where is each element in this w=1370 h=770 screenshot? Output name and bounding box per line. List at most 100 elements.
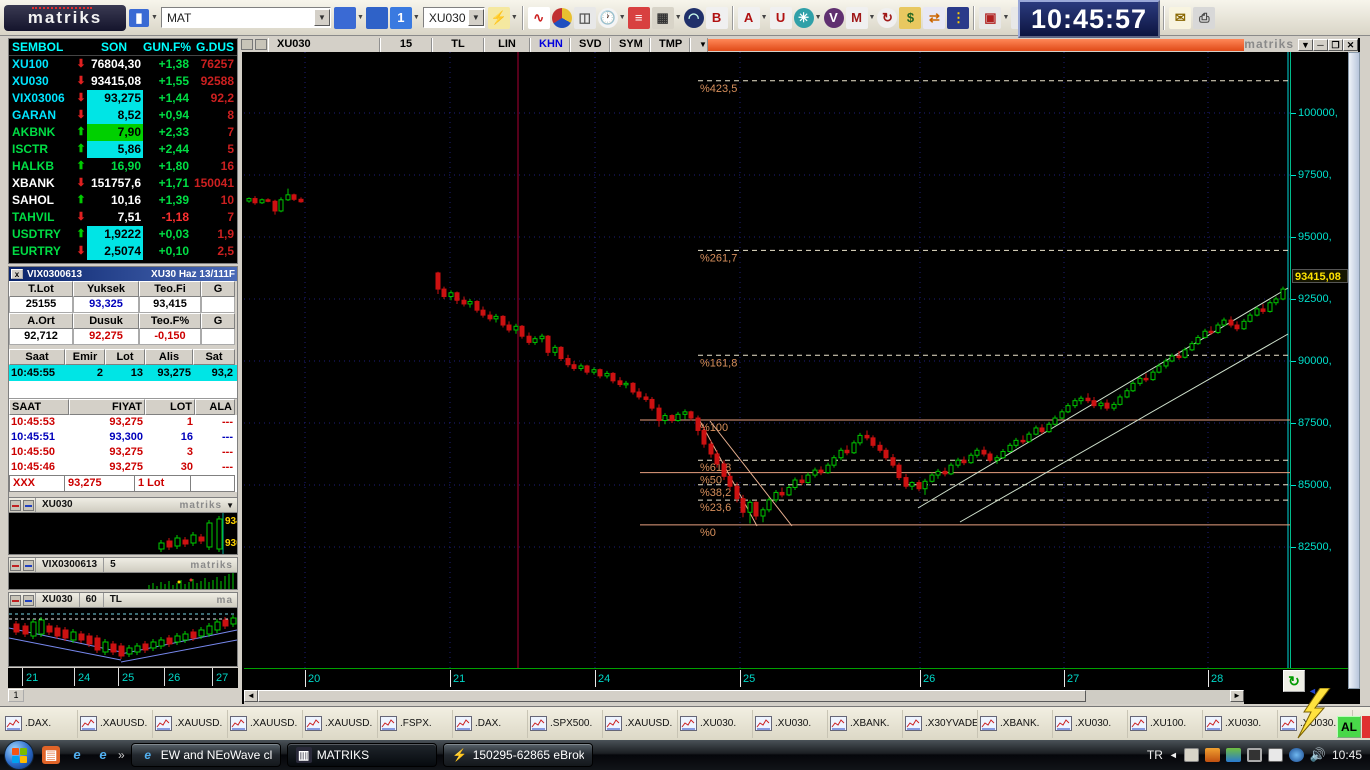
chart-shortcut[interactable]: .XAUUSD. <box>78 709 153 738</box>
chart-shortcut[interactable]: .XU030. <box>678 709 753 738</box>
globe-icon[interactable]: ✳ <box>793 7 814 28</box>
horizontal-scrollbar[interactable]: ◄ ► <box>244 690 1244 704</box>
close-icon[interactable]: x <box>11 269 23 279</box>
chart-style-icon[interactable] <box>255 39 267 50</box>
taskbar-button[interactable]: ▥ MATRIKS <box>286 743 437 767</box>
bold-b-icon[interactable]: B <box>705 6 728 29</box>
chart-shortcut[interactable]: .DAX. <box>453 709 528 738</box>
symbol-dropdown-icon[interactable]: ▼ <box>467 9 484 26</box>
quote-row[interactable]: GARAN ⬇ 8,52 +0,94 8 <box>9 107 237 124</box>
sell-button-sliver[interactable] <box>1362 716 1370 738</box>
chart-shortcut[interactable]: .XAUUSD. <box>603 709 678 738</box>
quicklaunch-app-icon[interactable]: ▤ <box>42 746 60 764</box>
chart-mode-khn[interactable]: KHN <box>530 38 570 52</box>
chart-settings-icon[interactable] <box>23 559 34 571</box>
vertical-scrollbar[interactable] <box>1348 52 1360 689</box>
column-header[interactable]: Alis <box>145 349 193 365</box>
chart-symbol[interactable]: XU030 <box>268 38 380 52</box>
print-icon[interactable]: ⎙ <box>1193 6 1216 29</box>
save-icon[interactable] <box>333 6 356 29</box>
chart-shortcut[interactable]: .XAUUSD. <box>303 709 378 738</box>
book-row[interactable]: 10:45:55 2 13 93,275 93,2 <box>9 365 237 381</box>
page-one-icon[interactable]: 1 <box>389 6 412 29</box>
minimize-button[interactable]: ─ <box>1313 39 1328 51</box>
java-tray-icon[interactable] <box>1204 748 1220 762</box>
save-dropdown-icon[interactable]: ▼ <box>151 14 158 21</box>
column-header[interactable]: ALA <box>195 399 235 415</box>
column-header[interactable]: Lot <box>105 349 145 365</box>
window-dropdown-icon[interactable]: ▼ <box>1298 39 1313 51</box>
lightning-overlay-icon[interactable] <box>1294 688 1334 740</box>
column-header[interactable]: SON <box>100 40 127 54</box>
find-window-icon[interactable]: ◫ <box>573 6 596 29</box>
tray-app-icon[interactable] <box>1183 748 1199 762</box>
clock-icon-dropdown[interactable]: ▼ <box>618 14 626 21</box>
quote-row[interactable]: HALKB ⬆ 16,90 +1,80 16 <box>9 158 237 175</box>
chart-shortcut[interactable]: .XU030. <box>1203 709 1278 738</box>
network-tray-icon[interactable] <box>1288 748 1304 762</box>
tray-clock[interactable]: 10:45 <box>1331 748 1362 762</box>
ie-icon[interactable]: e <box>73 747 81 762</box>
underline-u-icon[interactable]: U <box>769 6 792 29</box>
scrollbar-thumb[interactable] <box>258 690 1086 702</box>
chart-shortcut[interactable]: .XAUUSD. <box>228 709 303 738</box>
scroll-left-icon[interactable]: ◄ <box>244 690 258 702</box>
display-tray-icon[interactable] <box>1246 748 1262 762</box>
page-icon[interactable] <box>365 6 388 29</box>
symbol-select[interactable]: XU030 ▼ <box>422 7 485 28</box>
restore-button[interactable]: ❐ <box>1328 39 1343 51</box>
column-header[interactable]: Saat <box>9 349 65 365</box>
tray-expand-icon[interactable]: ◄ <box>1168 750 1178 760</box>
candlestick-chart[interactable]: %423,5%261,7%161,8%100%61,8%50%38,2%23,6… <box>244 52 1290 668</box>
volume-tray-icon[interactable]: 🔊 <box>1309 747 1326 762</box>
clock-icon[interactable]: 🕐 <box>597 7 618 28</box>
depth-books-icon[interactable]: ≡ <box>627 6 650 29</box>
page-one-icon-dropdown[interactable]: ▼ <box>412 14 420 21</box>
matriks-m-icon[interactable]: M <box>845 6 868 29</box>
calculator-icon[interactable]: ▦ <box>651 6 674 29</box>
page-button[interactable]: 1 <box>8 689 24 702</box>
chart-settings-icon[interactable] <box>23 499 34 511</box>
time-axis[interactable]: 20 21 24 25 26 27 28 <box>244 668 1348 689</box>
new-window-icon[interactable]: ▣ <box>979 6 1002 29</box>
taskbar-button[interactable]: ⚡ 150295-62865 eBrok... <box>442 743 593 767</box>
analysis-a-icon[interactable]: A <box>737 6 760 29</box>
column-header[interactable]: SAAT <box>9 399 69 415</box>
quote-row[interactable]: XU030 ⬇ 93415,08 +1,55 92588 <box>9 73 237 90</box>
price-axis[interactable]: 100000, 97500, 95000, 92500, 90000, 87500, 850… <box>1290 52 1348 668</box>
ie-icon[interactable]: e <box>99 747 107 762</box>
column-header[interactable]: FIYAT <box>69 399 145 415</box>
chart-icon[interactable]: ∿ <box>527 6 550 29</box>
chart-shortcut[interactable]: .X30YVADE. <box>903 709 978 738</box>
column-header[interactable]: G.DUS <box>195 40 234 54</box>
chart-shortcut[interactable]: .SPX500. <box>528 709 603 738</box>
refresh-docs-icon[interactable]: ⇄ <box>923 6 946 29</box>
chart-mode-tmp[interactable]: TMP <box>650 38 690 52</box>
analysis-a-icon-dropdown[interactable]: ▼ <box>760 14 768 21</box>
close-button[interactable]: ✕ <box>1343 39 1358 51</box>
quote-row[interactable]: EURTRY ⬇ 2,5074 +0,10 2,5 <box>9 243 237 260</box>
workspace-dropdown-icon[interactable]: ▼ <box>313 9 330 26</box>
chart-menu-dropdown-icon[interactable]: ▼ <box>690 38 708 52</box>
chart-mode-svd[interactable]: SVD <box>570 38 610 52</box>
chart-unit[interactable]: TL <box>432 38 484 52</box>
minichart-xu030-60[interactable]: XU030 60 TL ma <box>8 592 238 667</box>
viop-icon[interactable]: V <box>823 7 844 28</box>
globe-icon-dropdown[interactable]: ▼ <box>814 14 822 21</box>
minichart-xu030[interactable]: XU030 matriks ▼ 9341 9300 <box>8 497 248 555</box>
chart-type-icon[interactable] <box>10 594 21 606</box>
gauge-icon[interactable]: ◠ <box>683 7 704 28</box>
quote-row[interactable]: TAHVIL ⬇ 7,51 -1,18 7 <box>9 209 237 226</box>
chart-icon[interactable] <box>241 39 253 50</box>
minichart-vix[interactable]: VIX0300613 5 matriks <box>8 557 238 590</box>
quick-trade-lightning-icon[interactable]: ⚡ <box>487 6 510 29</box>
power-tray-icon[interactable] <box>1267 748 1283 762</box>
quote-row[interactable]: VIX03006 ⬇ 93,275 +1,44 92,2 <box>9 90 237 107</box>
column-header[interactable]: SEMBOL <box>12 40 64 54</box>
new-window-icon-dropdown[interactable]: ▼ <box>1002 14 1010 21</box>
chart-shortcut[interactable]: .XU100. <box>1128 709 1203 738</box>
chart-scale-mode[interactable]: LIN <box>484 38 530 52</box>
quicklaunch-overflow-icon[interactable]: » <box>118 748 125 762</box>
workspace-select[interactable]: MAT ▼ <box>160 7 331 28</box>
save-icon[interactable]: ▮ <box>129 8 149 27</box>
